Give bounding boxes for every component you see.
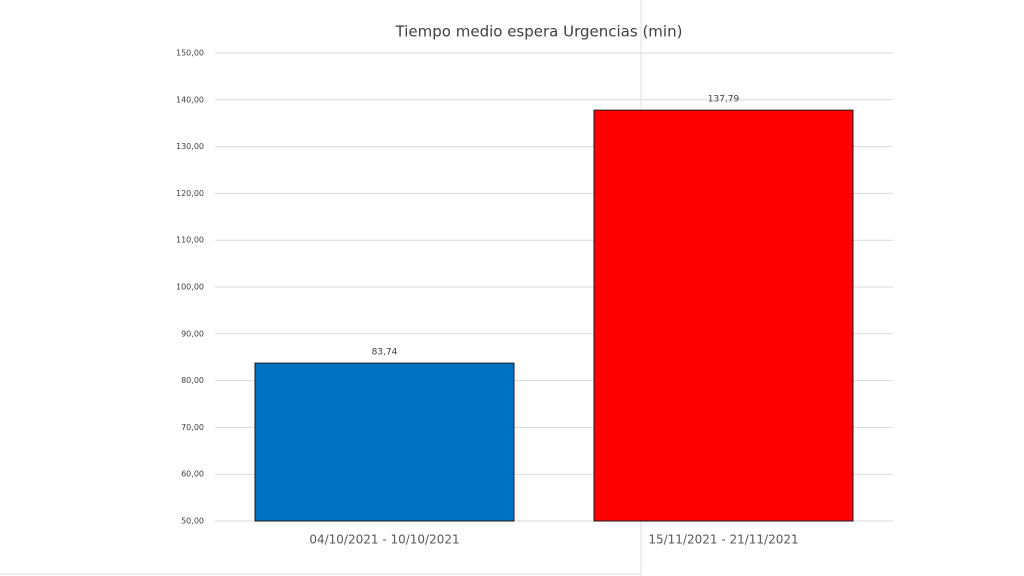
y-tick-label: 80,00 [181, 376, 204, 385]
y-tick-label: 60,00 [181, 470, 204, 479]
chart-title: Tiempo medio espera Urgencias (min) [395, 23, 683, 41]
y-tick-label: 100,00 [176, 283, 204, 292]
y-tick-label: 140,00 [176, 95, 204, 104]
y-tick-label: 110,00 [176, 236, 204, 245]
data-label: 137,79 [708, 95, 740, 105]
data-label: 83,74 [372, 348, 398, 358]
y-tick-label: 150,00 [176, 49, 204, 58]
y-tick-label: 120,00 [176, 189, 204, 198]
y-tick-label: 70,00 [181, 423, 204, 432]
x-tick-label: 15/11/2021 - 21/11/2021 [648, 533, 798, 547]
y-tick-label: 50,00 [181, 517, 204, 526]
bar [254, 362, 515, 522]
y-tick-label: 130,00 [176, 142, 204, 151]
y-tick-label: 90,00 [181, 329, 204, 338]
bar [593, 109, 854, 522]
x-tick-label: 04/10/2021 - 10/10/2021 [309, 533, 459, 547]
